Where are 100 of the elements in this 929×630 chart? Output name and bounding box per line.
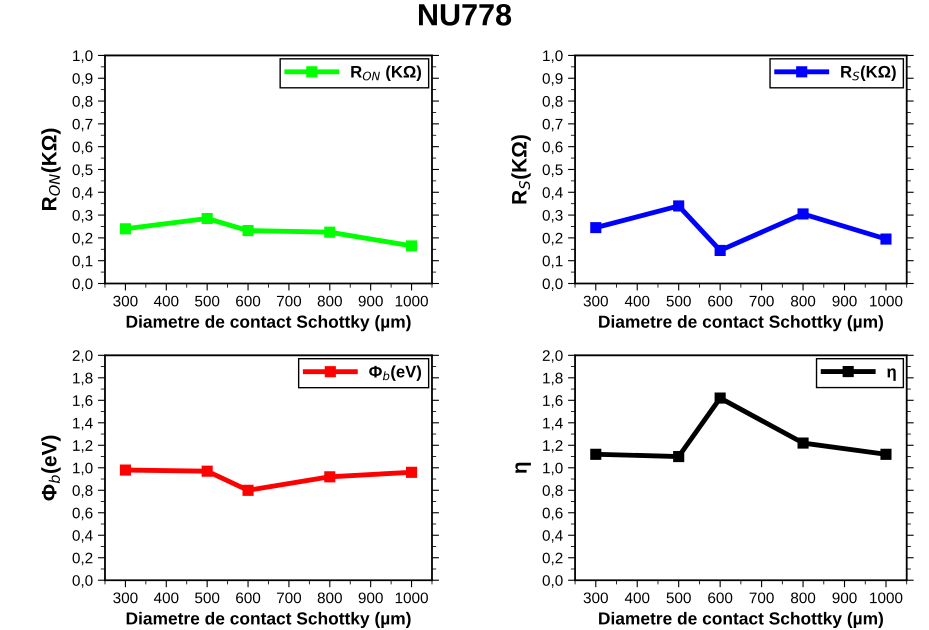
point [590,448,602,460]
y-tick-label: 1,0 [543,462,563,476]
point [202,212,213,224]
y-axis-title: R$_{S}$(KΩ) [511,135,531,204]
y-tick-label: 0,4 [542,530,563,543]
y-tick-label: 1,2 [73,440,92,453]
x-axis-title: Diametre de contact Schottky (µm) [599,315,883,332]
legend-label: R$_{ON}$ (KΩ) [351,65,422,81]
y-tick-label: 1,6 [543,395,563,408]
y-tick-label: 0,8 [72,96,93,109]
x-tick-label: 300 [113,592,138,604]
y-tick-label: 0,0 [72,575,93,588]
point [202,466,213,477]
x-tick-label: 700 [276,592,302,604]
y-tick-label: 0,8 [542,96,563,109]
y-tick-label: 0,3 [542,210,563,223]
y-tick-label: 0,0 [72,278,93,291]
y-tick-label: 0,6 [72,508,92,520]
legend-label: η [887,368,896,381]
x-tick-label: 1000 [396,592,428,604]
legend-label: Φ$_{b}$(eV) [369,365,422,381]
point [673,200,684,212]
x-tick-label: 500 [666,296,691,307]
x-tick-label: 400 [154,296,178,307]
x-tick-label: 300 [584,296,608,307]
x-tick-label: 900 [358,592,383,604]
x-axis-title: Diametre de contact Schottky (µm) [599,612,883,628]
point [120,464,131,476]
y-axis-title: η [515,462,531,474]
y-tick-label: 0,5 [542,164,563,177]
y-tick-label: 1,6 [73,395,92,408]
y-tick-label: 0,3 [72,210,92,223]
x-tick-label: 400 [154,592,178,604]
y-tick-label: 0,7 [542,118,562,132]
y-tick-label: 0,4 [542,187,563,200]
y-tick-label: 0,8 [542,485,563,498]
y-tick-label: 0,2 [72,232,92,246]
x-tick-label: 300 [113,296,138,307]
point [798,437,809,449]
y-tick-label: 0,4 [72,530,93,543]
y-tick-label: 1,0 [543,50,563,63]
x-tick-label: 1000 [870,592,902,604]
point [324,226,336,238]
point [406,240,418,252]
y-tick-label: 0,0 [542,278,563,291]
y-tick-label: 0,7 [72,118,92,132]
y-tick-label: 0,5 [72,164,93,177]
x-tick-label: 700 [750,592,774,604]
x-tick-label: 700 [750,296,774,307]
y-tick-label: 0,1 [72,256,92,268]
y-tick-label: 1,0 [73,462,93,476]
y-tick-label: 2,0 [72,350,93,363]
y-tick-label: 0,2 [542,232,562,246]
y-tick-label: 0,2 [72,552,92,566]
x-axis-title: Diametre de contact Schottky (µm) [126,612,411,628]
y-tick-label: 0,6 [72,142,92,154]
x-tick-label: 500 [666,592,691,604]
x-axis-title: Diametre de contact Schottky (µm) [126,315,411,332]
y-tick-label: 1,2 [543,440,562,453]
x-tick-label: 600 [236,296,260,307]
x-tick-label: 400 [624,592,650,604]
x-tick-label: 600 [708,592,732,604]
y-tick-label: 2,0 [542,350,563,363]
x-tick-label: 600 [236,592,260,604]
y-axis-title: R$_{ON}$(KΩ) [41,128,61,210]
x-tick-label: 800 [790,592,816,604]
y-tick-label: 0,9 [542,73,563,86]
x-tick-label: 1000 [396,296,428,307]
y-tick-label: 0,8 [72,485,93,498]
y-axis-title: Φ$_{b}$(eV) [41,436,61,500]
y-tick-label: 0,9 [72,73,92,86]
y-tick-label: 0,2 [542,552,562,566]
x-tick-label: 900 [832,296,857,307]
x-tick-label: 600 [708,296,732,307]
y-tick-label: 0,4 [72,187,93,200]
x-tick-label: 900 [832,592,857,604]
legend-label: R$_{S}$(KΩ) [841,65,896,81]
point [798,208,809,220]
point [880,448,892,460]
x-tick-label: 300 [584,592,608,604]
x-tick-label: 900 [358,296,383,307]
y-tick-label: 1,4 [73,418,93,430]
x-tick-label: 500 [195,296,220,307]
x-tick-label: 400 [624,296,650,307]
point [120,223,131,234]
y-tick-label: 0,6 [542,142,563,154]
y-tick-label: 0,0 [542,575,563,588]
y-tick-label: 0,6 [542,508,563,520]
point [590,222,602,234]
x-tick-label: 800 [318,592,342,604]
point [242,225,254,236]
y-tick-label: 0,1 [542,256,562,268]
x-tick-label: 800 [790,296,816,307]
point [673,450,684,462]
x-tick-label: 1000 [870,296,902,307]
point [324,471,336,482]
point [406,466,418,478]
point [242,484,254,496]
chart-title: NU778 [418,4,512,26]
y-tick-label: 1,0 [73,50,93,63]
